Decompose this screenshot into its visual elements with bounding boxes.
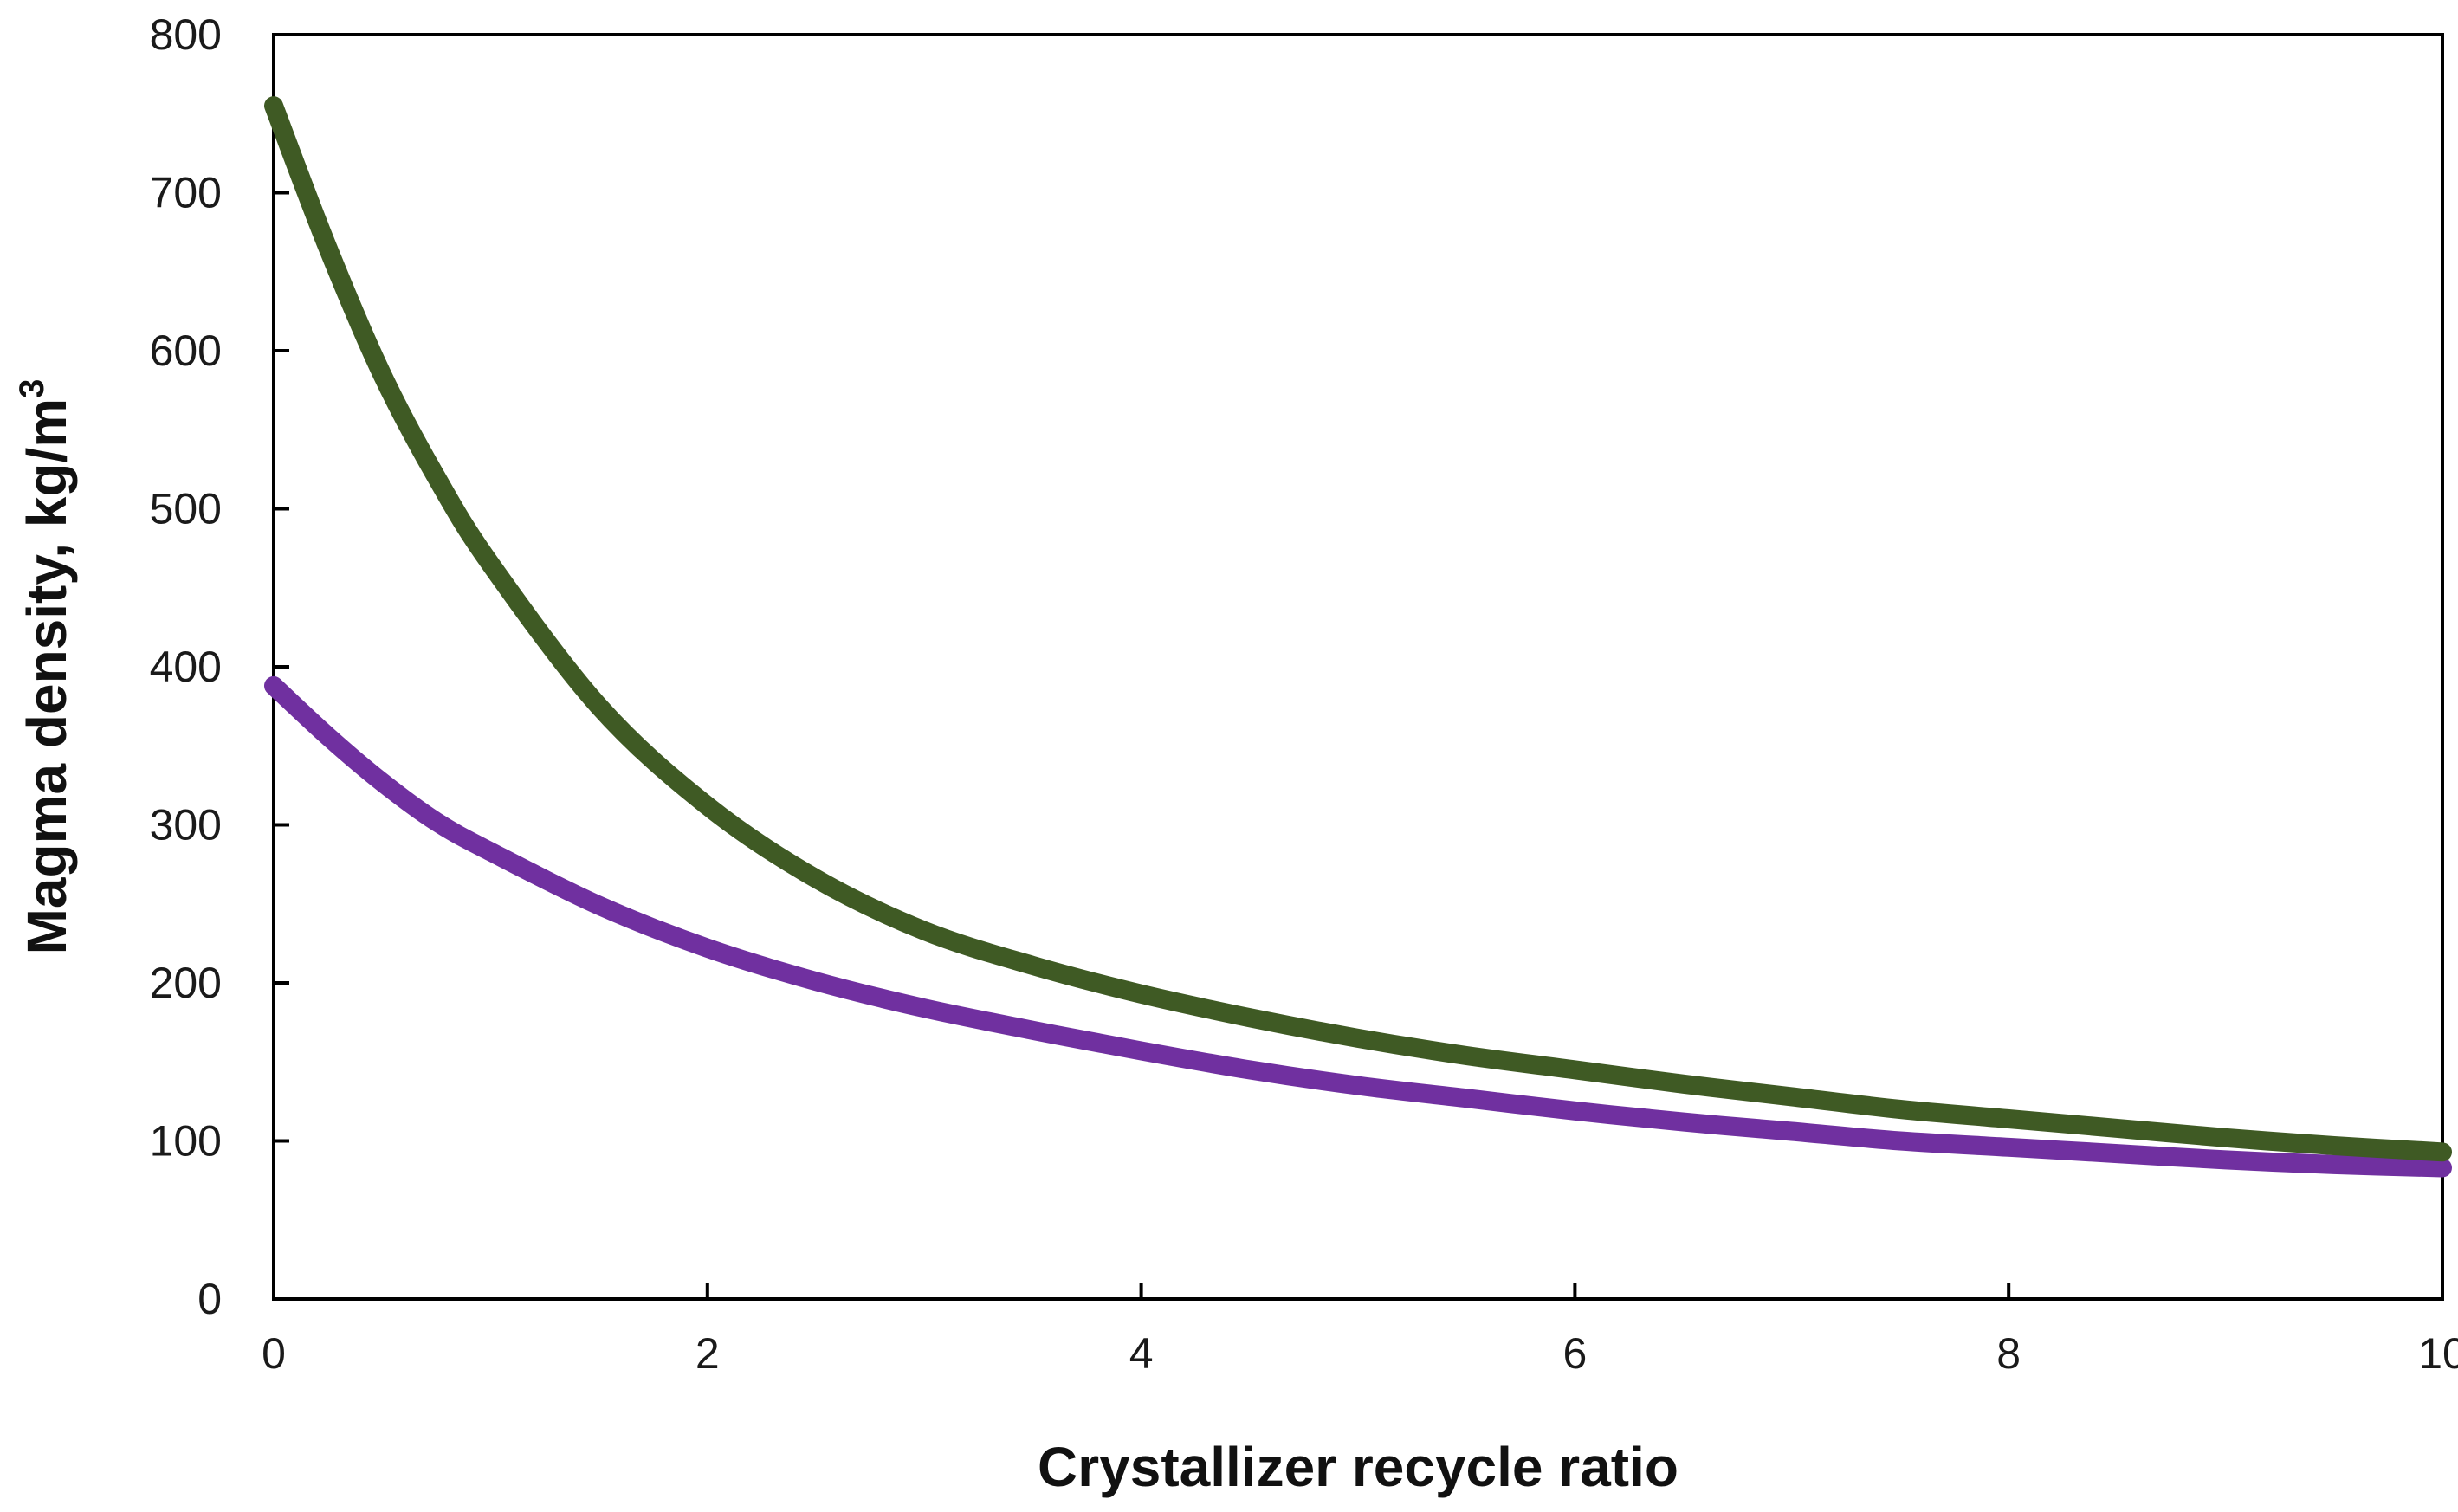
y-tick-label: 600 <box>150 326 222 375</box>
series-line-upper <box>264 96 2452 1162</box>
y-tick-label: 100 <box>150 1117 222 1166</box>
x-tick-label: 6 <box>1562 1329 1587 1378</box>
y-tick-label: 400 <box>150 643 222 691</box>
series-line-lower <box>264 675 2452 1178</box>
y-tick-label: 800 <box>150 10 222 59</box>
y-tick-label: 700 <box>150 169 222 217</box>
y-axis-title: Magma density, kg/m3 <box>13 379 78 955</box>
x-tick-label: 8 <box>1996 1329 2021 1378</box>
y-tick-label: 0 <box>197 1275 222 1323</box>
y-tick-label: 200 <box>150 959 222 1007</box>
x-tick-label: 10 <box>2418 1329 2458 1378</box>
x-axis-title: Crystallizer recycle ratio <box>1038 1436 1679 1498</box>
plot-area <box>272 33 2444 1301</box>
y-axis-title-superscript: 3 <box>13 379 51 398</box>
y-tick-label: 500 <box>150 485 222 533</box>
x-tick-label: 0 <box>262 1329 286 1378</box>
x-axis: 0 2 4 6 8 10 <box>262 1283 2458 1378</box>
x-tick-label: 2 <box>695 1329 720 1378</box>
y-axis: 0 100 200 300 400 500 600 700 800 <box>150 10 289 1323</box>
plot-border <box>272 33 2444 1301</box>
x-tick-label: 4 <box>1129 1329 1154 1378</box>
y-axis-title-text: Magma density, kg/m <box>16 398 78 955</box>
y-tick-label: 300 <box>150 801 222 850</box>
series-layer <box>264 96 2452 1178</box>
